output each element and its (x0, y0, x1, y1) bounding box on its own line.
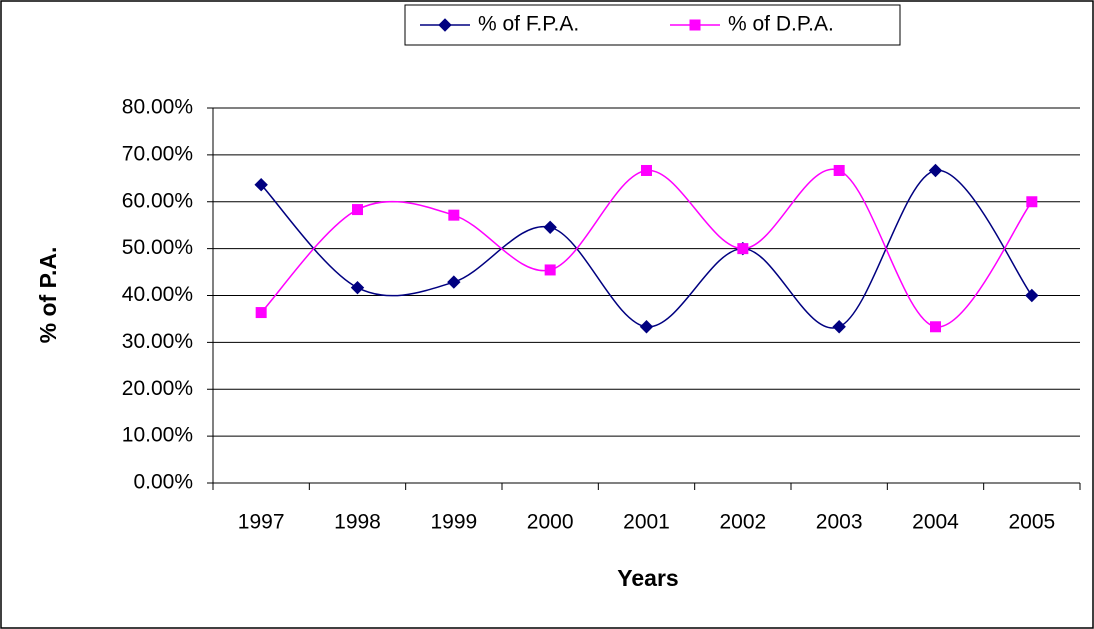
y-tick-label: 0.00% (133, 471, 193, 494)
x-tick-label: 2005 (1008, 511, 1055, 534)
x-tick-label: 1998 (334, 511, 381, 534)
legend-box (404, 4, 901, 46)
y-tick-label: 80.00% (122, 96, 193, 119)
marker (639, 320, 654, 334)
marker (544, 264, 556, 276)
legend-label: % of F.P.A. (478, 13, 579, 36)
marker (833, 164, 845, 176)
x-tick-label: 2004 (912, 511, 959, 534)
x-tick-label: 2000 (527, 511, 574, 534)
x-tick-label: 1999 (430, 511, 477, 534)
marker (448, 209, 460, 221)
marker (737, 243, 749, 255)
x-axis-title: Years (617, 565, 678, 591)
marker (543, 220, 557, 235)
marker (350, 280, 365, 295)
x-tick-label: 1997 (238, 511, 285, 534)
marker (352, 204, 363, 216)
marker (1026, 196, 1038, 208)
legend-marker (689, 19, 701, 31)
series-line (260, 169, 1033, 329)
legend-marker (438, 18, 452, 32)
y-tick-label: 60.00% (122, 189, 193, 212)
x-tick-label: 2002 (719, 511, 766, 534)
marker (254, 177, 268, 192)
y-tick-label: 70.00% (122, 142, 193, 165)
marker (928, 163, 943, 178)
x-tick-label: 2003 (816, 511, 863, 534)
marker (930, 321, 941, 333)
y-tick-label: 40.00% (122, 283, 193, 306)
y-tick-label: 30.00% (122, 330, 193, 353)
marker (255, 307, 267, 319)
y-axis-title: % of P.A. (35, 247, 61, 344)
y-tick-label: 50.00% (122, 236, 193, 259)
legend-label: % of D.P.A. (728, 13, 834, 36)
y-tick-label: 20.00% (122, 377, 193, 400)
marker (1025, 288, 1039, 303)
x-tick-label: 2001 (623, 511, 670, 534)
series-line (260, 168, 1033, 328)
marker (447, 275, 461, 289)
marker (641, 164, 652, 176)
y-tick-label: 10.00% (122, 424, 193, 447)
marker (832, 320, 846, 334)
